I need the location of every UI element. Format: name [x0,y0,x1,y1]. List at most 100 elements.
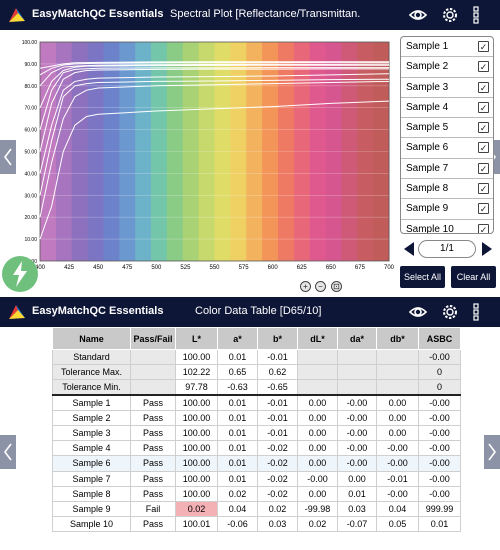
sample-list-item[interactable]: Sample 9 ✓ [401,199,493,220]
prev-screen-arrow[interactable] [0,435,16,469]
spectrum-band [262,42,279,261]
value-cell: -0.07 [337,516,377,533]
column-header[interactable]: da* [337,327,377,350]
column-header[interactable]: Pass/Fail [130,327,176,350]
table-row[interactable]: Sample 7 Pass 100.00 0.01 -0.02 -0.00 0.00 -0.0… [52,470,461,487]
row-name-cell: Sample 3 [52,424,131,442]
value-cell: 0.00 [297,424,338,442]
x-tick-label: 450 [93,265,104,271]
sample-checkbox[interactable]: ✓ [478,101,489,113]
spectrum-band [166,42,184,261]
next-screen-arrow[interactable] [484,435,500,469]
sample-list-item[interactable]: Sample 8 ✓ [401,179,493,200]
sample-checkbox[interactable]: ✓ [478,61,489,73]
table-row[interactable]: Sample 1 Pass 100.00 0.01 -0.01 0.00 -0.00 0.00… [52,394,461,411]
column-header[interactable]: dL* [297,327,338,350]
value-cell: -0.00 [337,455,377,472]
flash-button[interactable] [2,256,38,292]
row-name-cell: Sample 9 [52,500,131,518]
table-row[interactable]: Sample 2 Pass 100.00 0.01 -0.01 0.00 -0.00 0.00… [52,409,461,426]
sample-list-item[interactable]: Sample 4 ✓ [401,98,493,119]
zoom-in-icon[interactable]: + [300,281,311,292]
sample-checkbox[interactable]: ✓ [478,142,489,154]
sample-checkbox[interactable]: ✓ [478,162,489,174]
table-row[interactable]: Sample 4 Pass 100.00 0.01 -0.02 0.00 -0.00 -0.0… [52,440,461,457]
sample-checkbox[interactable]: ✓ [478,122,489,134]
value-cell [376,364,419,381]
x-tick-label: 425 [64,265,75,271]
value-cell [297,379,338,396]
row-name-cell: Sample 7 [52,470,131,487]
sample-checkbox[interactable]: ✓ [478,223,489,234]
spectrum-band [373,42,390,261]
value-cell: 0.00 [376,424,419,442]
sample-list-item[interactable]: Sample 2 ✓ [401,57,493,78]
more-vert-icon[interactable] [470,302,482,322]
table-row[interactable]: Standard 100.00 0.01 -0.01 -0.00 [52,348,461,366]
page-next-icon[interactable] [480,241,494,257]
value-cell: -0.01 [257,409,298,426]
spectrum-band [309,42,327,261]
table-row[interactable]: Sample 3 Pass 100.00 0.01 -0.01 0.00 -0.00 0.00… [52,424,461,442]
value-cell: -0.65 [257,379,298,396]
value-cell: 0.00 [337,470,377,487]
select-all-button[interactable]: Select All [400,266,445,288]
app-bar: EasyMatchQC Essentials Spectral Plot [Re… [0,0,500,30]
table-row[interactable]: Tolerance Min. 97.78 -0.63 -0.65 0 [52,379,461,396]
table-row[interactable]: Sample 10 Pass 100.01 -0.06 0.03 0.02 -0.07 0.0… [52,516,461,533]
prev-screen-arrow[interactable] [0,140,16,174]
value-cell: -0.00 [418,424,461,442]
clear-all-button[interactable]: Clear All [451,266,496,288]
sample-checkbox[interactable]: ✓ [478,41,489,52]
spectral-chart[interactable]: 0.0010.0020.0030.0040.0050.0060.0070.008… [0,30,400,278]
gear-icon[interactable] [440,5,460,25]
table-row[interactable]: Tolerance Max. 102.22 0.65 0.62 0 [52,364,461,381]
more-vert-icon[interactable] [470,5,482,25]
column-header[interactable]: db* [376,327,419,350]
page-prev-icon[interactable] [402,241,416,257]
value-cell [297,348,338,366]
table-row[interactable]: Sample 8 Pass 100.00 0.02 -0.02 0.00 0.01 -0.00… [52,485,461,502]
eye-icon[interactable] [408,302,428,322]
sample-label: Sample 1 [406,41,449,52]
eye-icon[interactable] [408,5,428,25]
value-cell: -0.00 [418,470,461,487]
sample-list-item[interactable]: Sample 6 ✓ [401,138,493,159]
sample-list-item[interactable]: Sample 5 ✓ [401,118,493,139]
chevron-left-icon [4,148,12,166]
value-cell: 0 [418,379,461,396]
sample-list[interactable]: Sample 1 ✓ Sample 2 ✓ Sample 3 ✓ Sample 4 ✓ Samp… [400,36,494,234]
table-row[interactable]: Sample 6 Pass 100.00 0.01 -0.02 0.00 -0.00 -0.0… [52,455,461,472]
column-header[interactable]: L* [175,327,218,350]
value-cell: -0.01 [257,348,298,366]
y-tick-label: 90.00 [24,62,37,68]
sample-checkbox[interactable]: ✓ [478,81,489,93]
value-cell: -0.00 [376,485,419,502]
value-cell: 0.00 [297,409,338,426]
sample-list-item[interactable]: Sample 10 ✓ [401,220,493,234]
series-line-3 [39,63,390,87]
row-name-cell: Sample 2 [52,409,131,426]
spectrum-band [198,42,215,261]
spectrum-band [214,42,231,261]
value-cell: -0.06 [217,516,258,533]
value-cell: 0.01 [217,348,258,366]
column-header[interactable]: b* [257,327,298,350]
sample-label: Sample 2 [406,61,449,73]
value-cell: 0.01 [217,409,258,426]
spectrum-band [182,42,200,261]
column-header[interactable]: a* [217,327,258,350]
sample-checkbox[interactable]: ✓ [478,183,489,195]
value-cell: 0.00 [376,409,419,426]
sample-list-item[interactable]: Sample 7 ✓ [401,159,493,180]
zoom-reset-icon[interactable]: ⊡ [331,281,342,292]
column-header[interactable]: ASBC [418,327,461,350]
sample-list-item[interactable]: Sample 3 ✓ [401,78,493,98]
gear-icon[interactable] [440,302,460,322]
column-header[interactable]: Name [52,327,131,350]
zoom-out-icon[interactable]: − [315,281,326,292]
sample-checkbox[interactable]: ✓ [478,203,489,215]
sample-list-item[interactable]: Sample 1 ✓ [401,37,493,58]
table-row[interactable]: Sample 9 Fail 0.02 0.04 0.02 -99.98 0.03 0.04 99… [52,500,461,518]
value-cell: -0.00 [337,394,377,411]
